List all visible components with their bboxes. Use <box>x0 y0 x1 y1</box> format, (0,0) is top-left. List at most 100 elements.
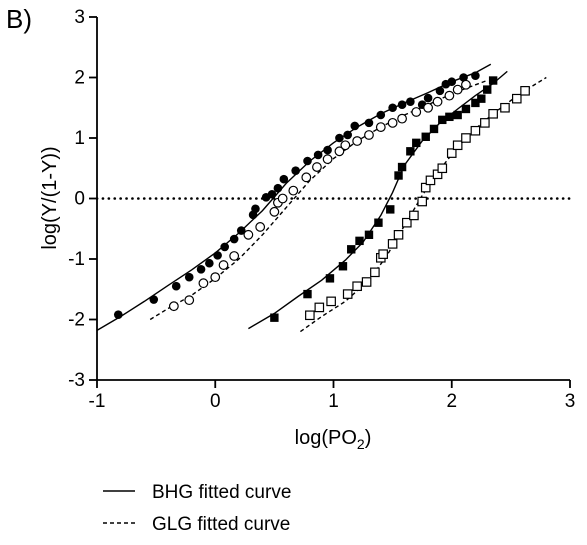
data-point-filled-circle-0 <box>113 310 123 319</box>
data-point-filled-square-4 <box>347 245 356 254</box>
data-point-filled-circle-32 <box>447 77 457 87</box>
data-point-open-circle-3 <box>210 272 221 283</box>
data-point-filled-square-3 <box>338 262 348 271</box>
data-point-open-square-2 <box>326 296 336 307</box>
y-tick-label-3: 0 <box>74 189 85 210</box>
data-point-open-circle-1 <box>184 295 195 306</box>
data-point-open-circle-21 <box>397 113 407 124</box>
y-tick-label-4: 1 <box>74 128 85 149</box>
data-point-open-circle-26 <box>452 84 463 95</box>
data-point-open-square-23 <box>488 108 498 119</box>
x-tick-label-2: 1 <box>328 391 339 412</box>
data-point-open-circle-15 <box>334 146 345 157</box>
plot-area <box>95 63 572 333</box>
data-point-filled-circle-15 <box>279 174 289 184</box>
data-point-open-square-20 <box>461 133 471 143</box>
data-point-filled-square-14 <box>429 124 439 134</box>
data-point-filled-square-5 <box>355 236 364 246</box>
data-point-filled-square-10 <box>397 162 407 172</box>
data-point-filled-square-21 <box>483 85 492 94</box>
data-point-open-square-19 <box>452 140 463 151</box>
data-point-open-square-24 <box>500 102 510 113</box>
data-point-filled-circle-3 <box>184 272 194 282</box>
data-point-open-square-18 <box>446 148 457 158</box>
data-point-filled-square-6 <box>364 230 374 239</box>
data-point-open-circle-8 <box>269 206 280 217</box>
data-point-open-circle-2 <box>198 278 209 289</box>
data-point-filled-circle-18 <box>313 150 323 160</box>
data-point-filled-circle-34 <box>471 71 480 80</box>
data-point-filled-circle-33 <box>459 73 468 82</box>
data-point-filled-circle-27 <box>406 97 415 106</box>
data-point-filled-square-1 <box>303 289 312 299</box>
x-axis-title: log(PO2) <box>295 427 372 452</box>
data-point-filled-circle-8 <box>229 234 239 244</box>
data-point-open-square-10 <box>393 230 404 240</box>
data-point-open-circle-27 <box>461 79 471 90</box>
data-point-filled-circle-25 <box>388 103 397 113</box>
data-point-open-square-6 <box>370 267 380 278</box>
data-point-filled-circle-2 <box>171 281 181 291</box>
data-point-filled-square-19 <box>471 98 480 108</box>
data-point-filled-circle-29 <box>423 93 433 103</box>
data-point-filled-square-13 <box>421 132 430 141</box>
y-tick-label-6: 3 <box>74 7 85 28</box>
data-point-open-circle-7 <box>255 222 266 232</box>
data-point-filled-circle-11 <box>251 204 260 214</box>
data-point-filled-square-18 <box>461 104 471 114</box>
data-point-filled-circle-22 <box>350 121 360 131</box>
data-point-filled-circle-5 <box>205 258 214 268</box>
data-point-filled-square-12 <box>412 138 421 148</box>
y-axis-title: log(Y/(1-Y)) <box>39 146 61 249</box>
data-point-open-square-5 <box>361 277 372 287</box>
data-point-open-circle-13 <box>312 162 322 172</box>
y-tick-label-0: -3 <box>68 370 85 391</box>
data-point-filled-square-16 <box>445 112 454 122</box>
data-point-open-square-11 <box>402 217 412 228</box>
data-point-open-square-3 <box>342 289 353 299</box>
data-point-filled-circle-21 <box>343 130 352 140</box>
panel-label: B) <box>6 4 32 34</box>
data-point-open-circle-11 <box>288 185 299 196</box>
y-tick-label-1: -2 <box>68 310 85 331</box>
data-point-filled-circle-9 <box>236 226 246 235</box>
data-point-filled-circle-24 <box>376 110 386 120</box>
data-point-filled-circle-20 <box>335 133 344 143</box>
data-point-filled-square-8 <box>386 205 395 214</box>
data-point-open-square-21 <box>470 125 481 136</box>
data-point-open-square-17 <box>437 163 448 174</box>
y-tick-label-5: 2 <box>74 68 85 89</box>
data-point-open-circle-12 <box>301 172 312 183</box>
data-point-filled-circle-16 <box>291 166 300 175</box>
data-point-open-circle-25 <box>444 90 455 101</box>
y-tick-label-2: -1 <box>68 249 85 270</box>
data-point-open-square-26 <box>520 86 530 96</box>
data-point-open-circle-16 <box>340 140 351 151</box>
data-point-open-circle-14 <box>322 154 333 165</box>
data-point-filled-square-0 <box>270 313 279 322</box>
data-point-open-square-8 <box>378 249 388 259</box>
x-axis-title-subscript: 2 <box>357 436 365 452</box>
data-point-open-square-9 <box>387 239 398 249</box>
data-point-open-square-1 <box>314 302 325 313</box>
data-point-open-circle-4 <box>218 260 229 270</box>
data-point-open-circle-23 <box>423 102 434 113</box>
data-point-filled-circle-7 <box>220 242 230 252</box>
data-point-open-circle-19 <box>375 122 386 133</box>
data-point-filled-square-15 <box>438 115 447 125</box>
data-point-filled-circle-6 <box>213 251 222 260</box>
data-point-open-circle-18 <box>364 130 374 140</box>
data-point-open-circle-5 <box>229 251 240 261</box>
data-point-open-square-0 <box>305 310 315 321</box>
data-point-open-square-12 <box>409 210 419 221</box>
data-point-filled-square-11 <box>406 147 415 156</box>
data-point-filled-square-2 <box>325 274 335 283</box>
data-point-filled-square-17 <box>453 110 462 120</box>
x-axis-title-main: log(PO <box>295 427 357 449</box>
data-point-filled-circle-30 <box>435 86 445 96</box>
data-point-open-circle-17 <box>352 136 363 146</box>
data-point-open-square-15 <box>425 175 436 186</box>
data-point-open-circle-0 <box>168 301 179 312</box>
data-point-open-square-22 <box>480 118 490 128</box>
